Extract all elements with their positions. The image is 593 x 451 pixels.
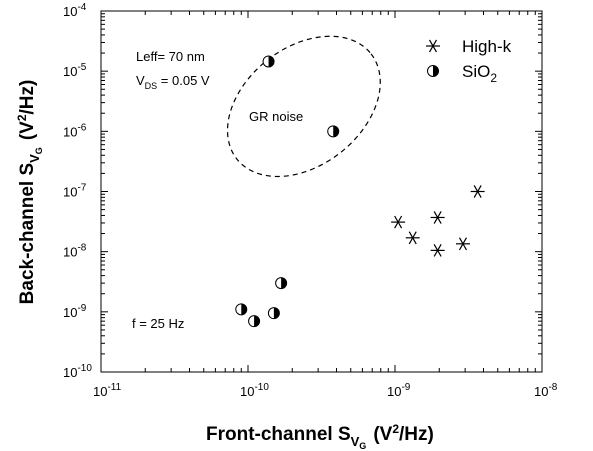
- y-tick-label: 10-10: [63, 363, 92, 380]
- legend-label-high-k: High-k: [462, 37, 512, 56]
- gr-noise-label: GR noise: [249, 109, 303, 124]
- leff-annotation: Leff= 70 nm: [136, 49, 205, 64]
- x-tick-label: 10-11: [93, 382, 122, 399]
- y-tick-label: 10-7: [63, 183, 87, 200]
- y-tick-label: 10-6: [63, 122, 87, 139]
- y-axis-title-subsub: G: [34, 147, 44, 154]
- x-axis-title-unit-post: /Hz): [399, 424, 434, 445]
- legend-label-sio2-main: SiO: [462, 62, 490, 81]
- point-sio2: [267, 307, 280, 320]
- legend: High-k SiO2: [426, 37, 512, 85]
- tick-labels: 10-11 10-10 10-9 10-810-1010-910-810-710-61…: [63, 2, 558, 399]
- legend-half-circle: [427, 65, 439, 77]
- y-axis-title-unit-pre: (V: [17, 121, 38, 140]
- point-sio2: [262, 55, 275, 68]
- point-sio2: [248, 315, 261, 328]
- vds-value: = 0.05 V: [157, 73, 210, 88]
- x-axis-title: Front-channel SVG (V2/Hz): [206, 422, 434, 451]
- point-high-k: [430, 211, 445, 224]
- x-axis-title-unit-sup: 2: [392, 422, 399, 436]
- point-high-k: [405, 231, 420, 245]
- x-tick-label: 10-8: [534, 382, 558, 399]
- x-axis-title-sub: V: [351, 434, 360, 449]
- x-axis-title-unit-pre: (V: [373, 424, 392, 445]
- frequency-annotation: f = 25 Hz: [132, 316, 184, 331]
- point-high-k: [470, 185, 485, 198]
- vds-symbol: V: [136, 73, 145, 88]
- x-axis-title-subsub: G: [359, 441, 366, 451]
- x-tick-label: 10-9: [387, 382, 411, 399]
- point-sio2: [275, 277, 288, 290]
- vds-subscript: DS: [145, 81, 158, 91]
- data-points: [235, 55, 485, 328]
- point-sio2: [327, 125, 340, 138]
- point-high-k: [391, 215, 406, 229]
- gr-noise-ellipse: [226, 35, 381, 178]
- axis-ticks: [100, 10, 543, 373]
- x-axis-title-main: Front-channel S: [206, 424, 351, 445]
- legend-label-sio2-sub: 2: [490, 71, 497, 85]
- y-axis-title: Back-channel SVG (V2/Hz): [15, 80, 44, 305]
- point-sio2: [235, 303, 248, 316]
- legend-marker-sio2: [427, 65, 439, 77]
- y-axis-title-unit-post: /Hz): [17, 80, 38, 115]
- legend-marker-high-k: [426, 39, 440, 53]
- vds-annotation: VDS = 0.05 V: [136, 73, 210, 91]
- y-axis-title-main: Back-channel S: [17, 163, 38, 305]
- point-high-k: [430, 244, 445, 257]
- y-tick-label: 10-8: [63, 243, 87, 260]
- legend-asterisk: [426, 39, 440, 53]
- x-tick-label: 10-10: [240, 382, 269, 399]
- point-high-k: [455, 237, 470, 251]
- y-tick-label: 10-4: [63, 2, 87, 19]
- gr-noise-region: [226, 35, 381, 178]
- y-tick-label: 10-9: [63, 303, 87, 320]
- y-tick-label: 10-5: [63, 62, 87, 79]
- legend-label-sio2: SiO2: [462, 62, 497, 85]
- y-axis-title-sub: V: [27, 154, 42, 163]
- y-axis-title-unit-sup: 2: [15, 114, 29, 121]
